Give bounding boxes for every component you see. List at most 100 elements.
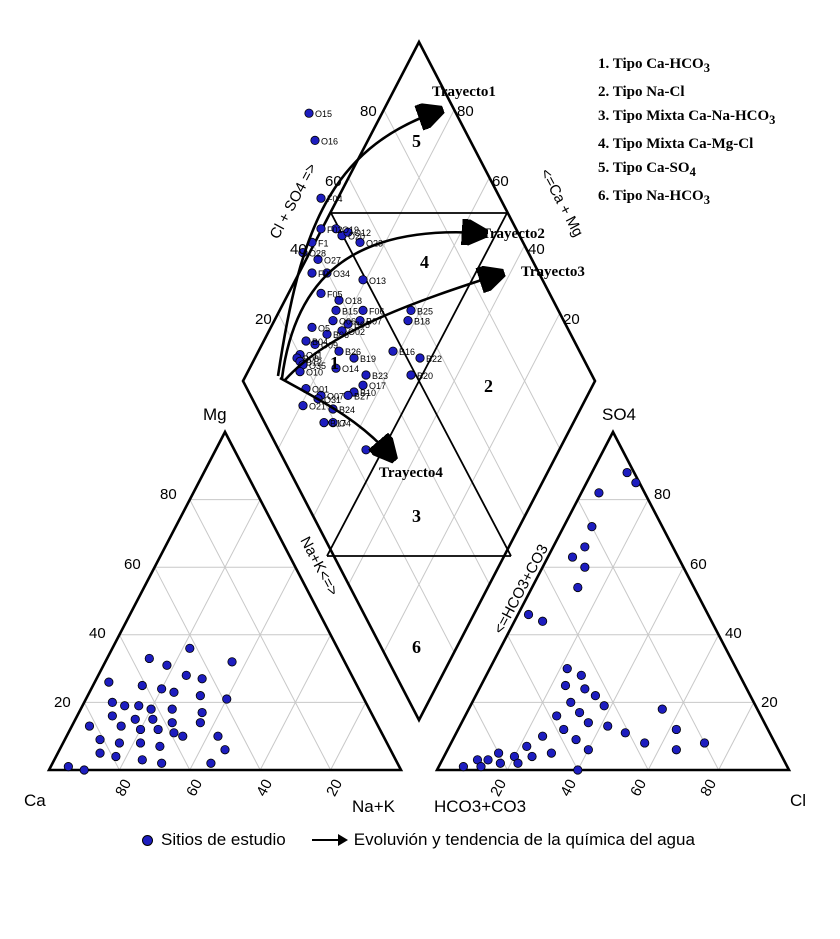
tick-left-bottom-40: 40	[253, 777, 276, 800]
tick-left-bottom-60: 60	[183, 777, 206, 800]
zone-4: 4	[420, 252, 429, 272]
sample-label: B08	[303, 354, 319, 364]
cation-point	[148, 714, 158, 724]
sample-label: O20	[348, 232, 365, 242]
anion-point	[640, 738, 650, 748]
sample-label: B18	[414, 317, 430, 327]
tick-diamond-right-80: 80	[457, 103, 474, 120]
anion-point	[523, 609, 534, 620]
anion-point	[671, 745, 681, 755]
anion-point	[594, 488, 604, 498]
sample-point	[334, 346, 344, 356]
sample-point	[316, 288, 326, 298]
anion-point	[574, 707, 585, 718]
sample-label: B10	[360, 388, 376, 398]
trayecto4-label: Trayecto4	[379, 465, 443, 481]
sample-label: B22	[426, 354, 442, 364]
sample-point	[331, 224, 341, 234]
anion-point	[580, 684, 590, 694]
anion-point	[573, 582, 583, 593]
sample-label: O21	[309, 402, 326, 412]
sample-label: B16	[399, 347, 415, 357]
type-item-4: 4. Tipo Mixta Ca-Mg-Cl	[598, 136, 754, 152]
sample-label: B20	[417, 371, 433, 381]
anion-point	[537, 616, 548, 626]
anion-point	[560, 680, 571, 691]
cation-point	[167, 704, 177, 714]
cation-point	[222, 694, 232, 704]
sample-label: O13	[369, 276, 386, 286]
zone-3: 3	[412, 506, 421, 526]
tick-right-20: 20	[761, 694, 778, 711]
axis-label-cl: Cl	[790, 791, 806, 810]
sample-point	[304, 108, 314, 118]
sample-point	[310, 135, 320, 145]
sample-label: O16	[321, 136, 338, 146]
sample-label: O27	[324, 255, 341, 265]
anion-point	[603, 721, 613, 731]
diagram-frames	[46, 39, 792, 772]
tick-right-40: 40	[725, 625, 742, 642]
anion-point	[493, 748, 504, 758]
sample-point	[313, 254, 323, 264]
cation-point	[155, 741, 165, 751]
cation-point	[104, 677, 114, 687]
sample-point	[343, 227, 353, 237]
trayecto4-arrow	[279, 376, 390, 455]
cation-point	[195, 691, 205, 701]
anion-points	[458, 467, 710, 775]
anion-point	[562, 663, 572, 674]
cation-point	[178, 731, 188, 741]
sample-label: O07	[327, 391, 344, 401]
anion-point	[567, 552, 578, 562]
anion-point	[587, 522, 597, 532]
zone-boundaries	[326, 212, 512, 557]
cation-point	[195, 718, 205, 728]
cation-point	[227, 657, 237, 667]
sample-point	[361, 445, 371, 455]
anion-point	[576, 670, 586, 680]
type-item-2: 2. Tipo Na-Cl	[598, 84, 685, 100]
tick-left-80: 80	[160, 486, 177, 503]
sample-label: B04	[312, 337, 328, 347]
tick-right-bottom-80: 80	[697, 777, 720, 800]
sample-label: O03	[372, 446, 389, 456]
cation-point	[111, 751, 121, 762]
cation-point	[197, 707, 207, 718]
anion-point	[580, 562, 590, 572]
sample-point	[403, 315, 413, 326]
cation-point	[84, 721, 95, 731]
anion-point	[566, 697, 576, 708]
cation-point	[157, 684, 167, 694]
sample-label: O19	[342, 225, 359, 235]
axis-label-ca: Ca	[24, 791, 46, 810]
anion-point	[476, 762, 486, 772]
sample-label: O01	[312, 385, 329, 395]
cation-point	[107, 697, 117, 708]
sample-label: O31	[324, 395, 341, 405]
sample-point	[406, 370, 416, 380]
sample-label: B17	[330, 419, 346, 429]
water-type-list: 1. Tipo Ca-HCO3 2. Tipo Na-Cl 3. Tipo Mi…	[598, 52, 775, 212]
cation-point	[146, 704, 156, 714]
tick-right-bottom-60: 60	[627, 777, 650, 800]
cation-point	[144, 653, 154, 664]
anion-point	[573, 765, 583, 775]
anion-point	[657, 704, 667, 714]
anion-point	[699, 738, 710, 748]
cation-point	[137, 755, 147, 765]
sample-point	[307, 268, 317, 278]
cation-point	[197, 674, 207, 684]
sample-label: O17	[369, 381, 386, 391]
sample-label: B15	[342, 306, 358, 316]
sample-label: O10	[306, 368, 323, 378]
tick-diamond-right-60: 60	[492, 173, 509, 190]
sample-label: O4	[339, 419, 351, 429]
sample-label: B27	[354, 391, 370, 401]
trayecto2-label: Trayecto2	[481, 226, 545, 242]
sample-point	[415, 353, 425, 363]
sample-point	[358, 380, 368, 390]
cation-point	[157, 758, 167, 768]
sample-label: F04	[327, 194, 343, 204]
